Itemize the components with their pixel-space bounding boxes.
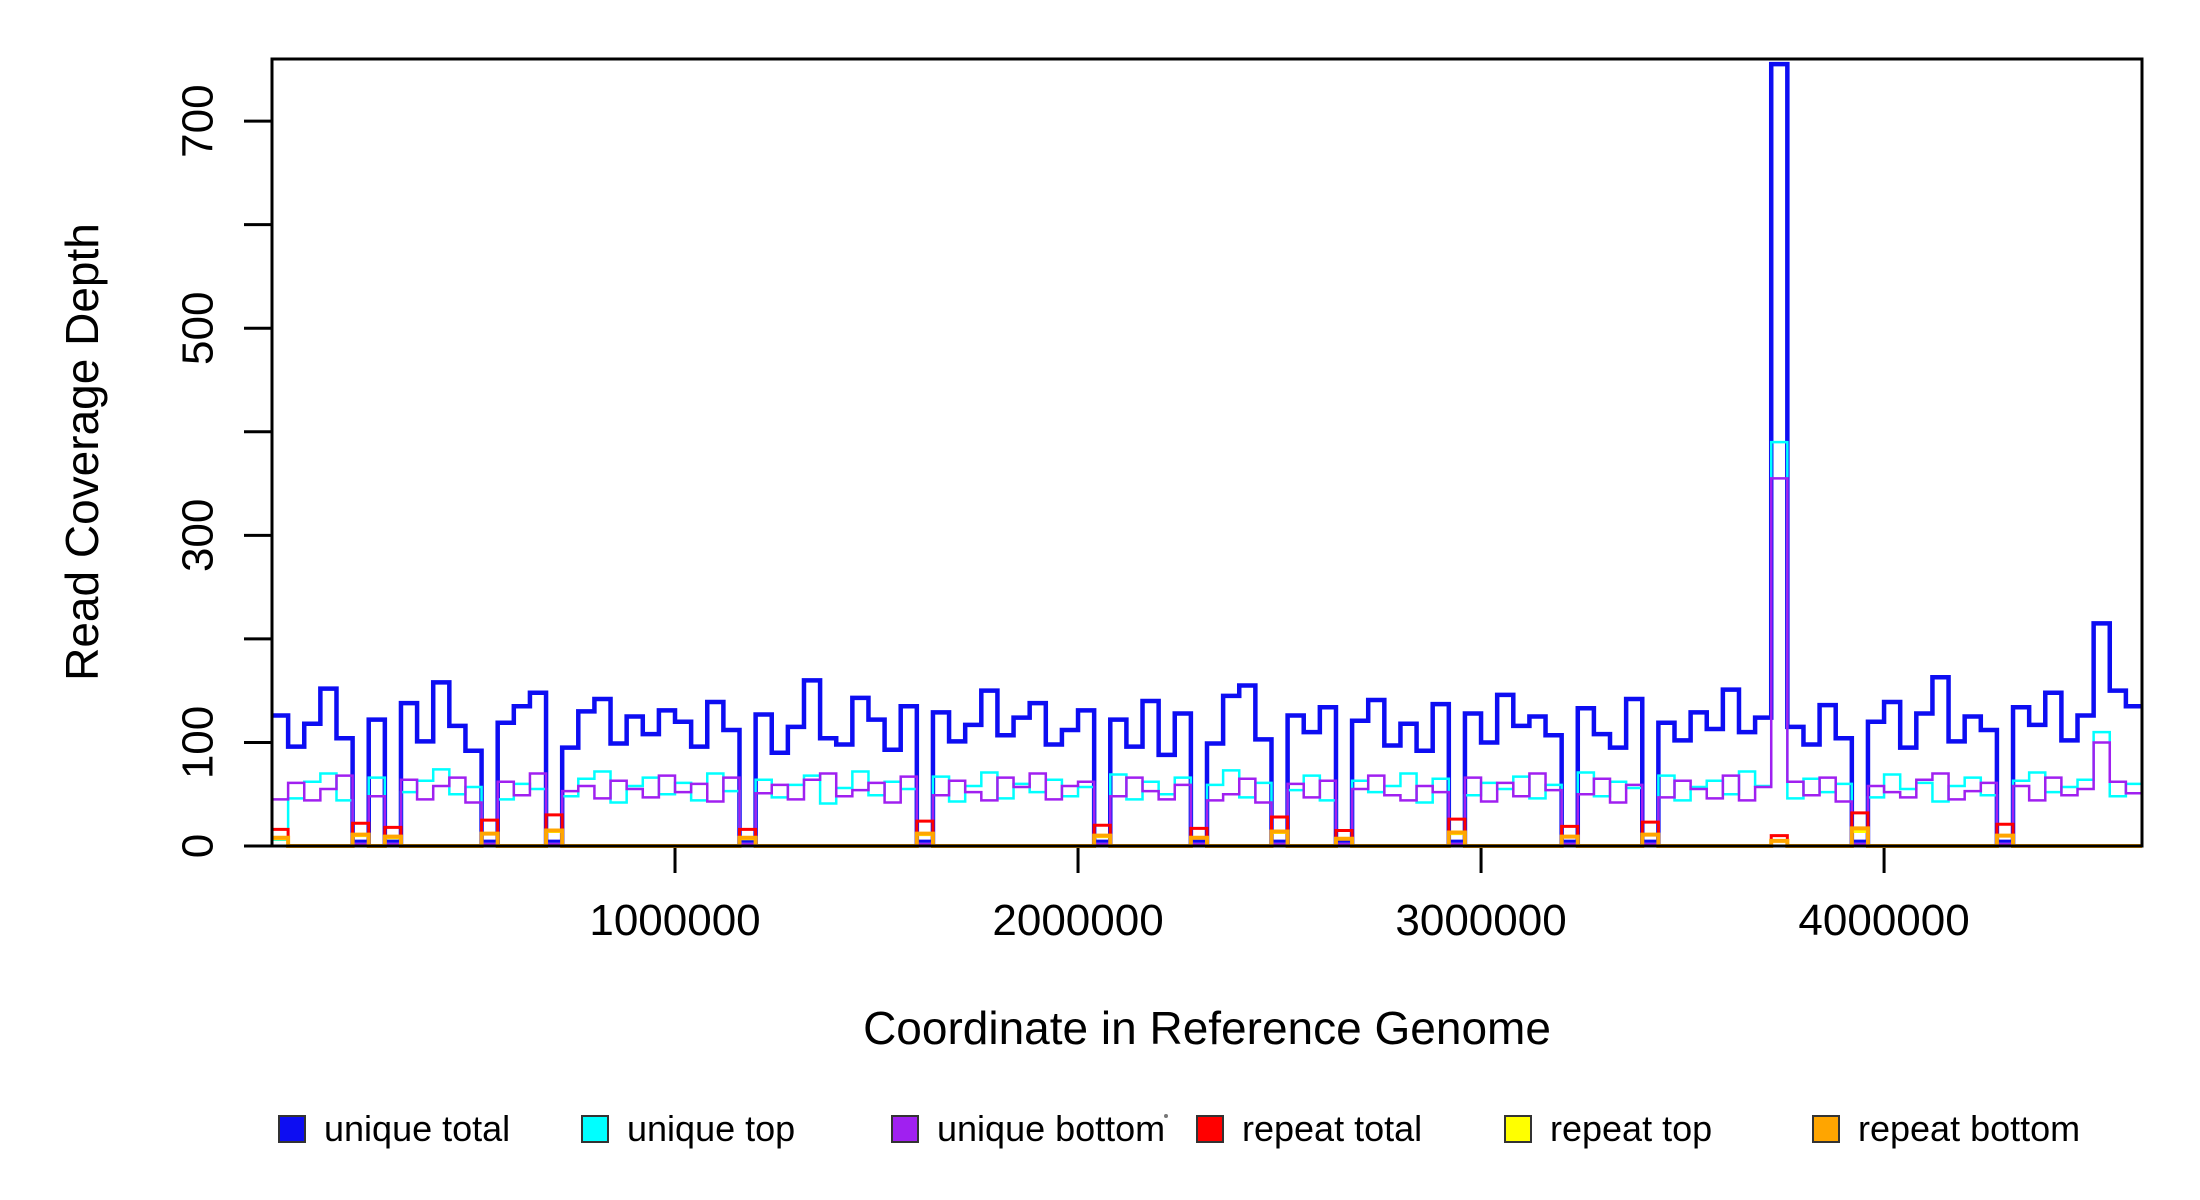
legend-label-repeat-bottom: repeat bottom <box>1858 1108 2081 1149</box>
y-axis-title: Read Coverage Depth <box>56 223 108 681</box>
legend-label-repeat-top: repeat top <box>1550 1108 1713 1149</box>
x-tick-label: 4000000 <box>1798 896 1969 945</box>
legend-item-unique-bottom: unique bottom <box>891 1108 1165 1150</box>
stray-dot <box>1164 1114 1168 1118</box>
legend-label-unique-top: unique top <box>627 1108 796 1149</box>
series-unique-bottom-line <box>272 477 2142 846</box>
y-tick-label: 500 <box>174 292 223 365</box>
x-axis-title: Coordinate in Reference Genome <box>863 1002 1551 1054</box>
legend-label-unique-total: unique total <box>324 1108 511 1149</box>
series-unique-top-line <box>272 440 2142 846</box>
x-tick-label: 1000000 <box>589 896 760 945</box>
legend-item-unique-total: unique total <box>278 1108 510 1150</box>
legend-label-repeat-total: repeat total <box>1242 1108 1423 1149</box>
legend-swatch-unique-top <box>581 1115 609 1143</box>
legend-swatch-repeat-top <box>1504 1115 1532 1143</box>
x-tick-label: 3000000 <box>1395 896 1566 945</box>
y-tick-label: 100 <box>174 706 223 779</box>
y-tick-label: 0 <box>174 834 223 858</box>
plot-border <box>270 57 2144 848</box>
legend-item-repeat-top: repeat top <box>1504 1108 1712 1150</box>
legend-item-repeat-total: repeat total <box>1196 1108 1422 1150</box>
y-tick-label: 700 <box>174 84 223 157</box>
x-tick-label: 2000000 <box>992 896 1163 945</box>
y-tick-label: 300 <box>174 499 223 572</box>
legend-item-unique-top: unique top <box>581 1108 795 1150</box>
legend-swatch-unique-total <box>278 1115 306 1143</box>
legend-item-repeat-bottom: repeat bottom <box>1812 1108 2080 1150</box>
series-unique-total-line <box>272 61 2142 845</box>
legend-swatch-repeat-total <box>1196 1115 1224 1143</box>
legend-swatch-unique-bottom <box>891 1115 919 1143</box>
legend-label-unique-bottom: unique bottom <box>937 1108 1166 1149</box>
legend-swatch-repeat-bottom <box>1812 1115 1840 1143</box>
